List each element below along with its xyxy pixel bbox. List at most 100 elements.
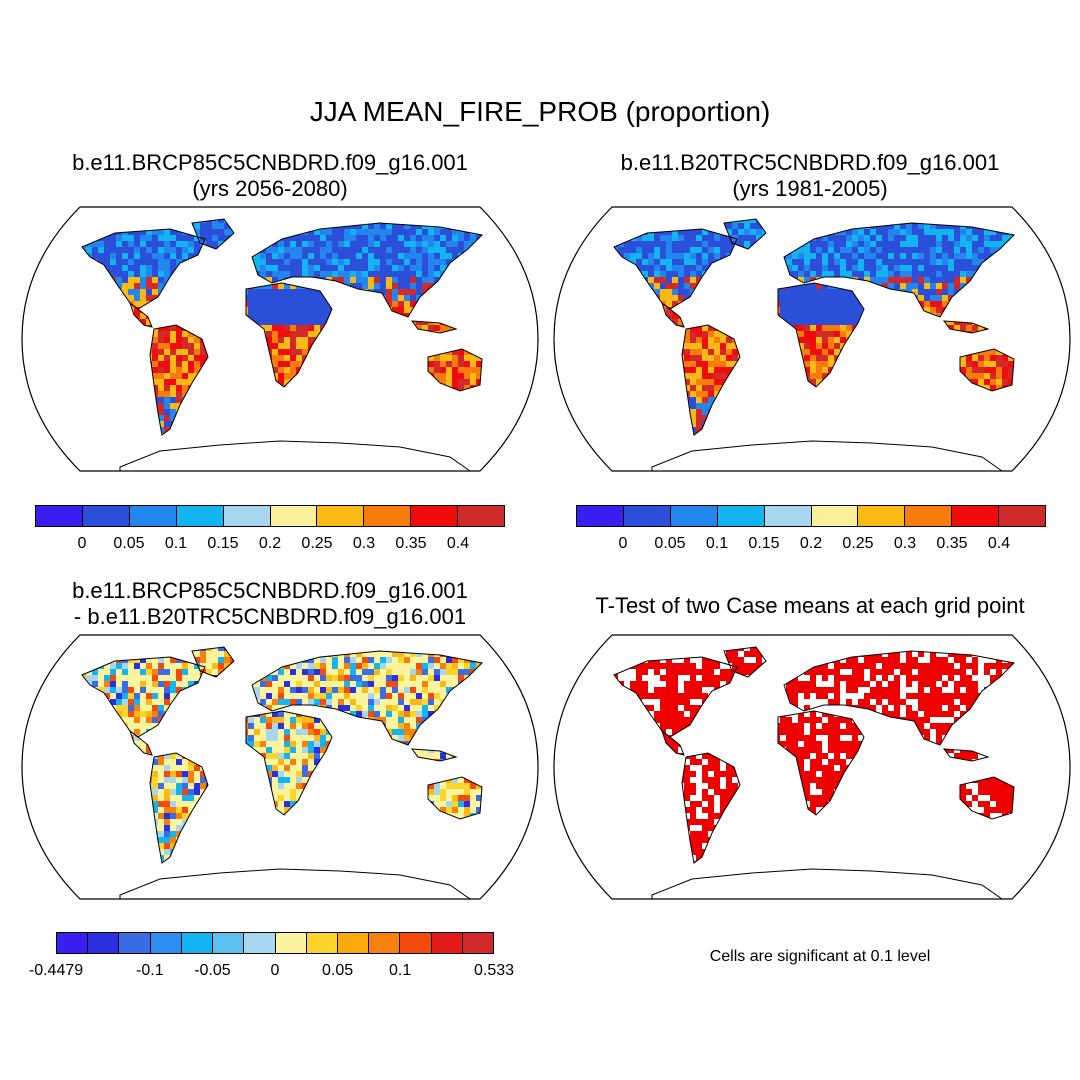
- colorbar-swatch: [213, 933, 245, 953]
- panel1-title: b.e11.BRCP85C5CNBDRD.f09_g16.001 (yrs 20…: [10, 150, 530, 202]
- coastline-eurasia: [251, 650, 484, 746]
- colorbar-tick-label: -0.4479: [28, 962, 84, 979]
- coastline-africa: [777, 282, 865, 388]
- colorbar-swatch: [275, 933, 307, 953]
- significance-note: Cells are significant at 0.1 level: [709, 948, 931, 965]
- figure-title: JJA MEAN_FIRE_PROB (proportion): [309, 96, 771, 127]
- colorbar-tick-label: 0.25: [842, 535, 874, 552]
- colorbar-swatch: [952, 506, 1000, 526]
- coastline-camerica: [129, 301, 153, 328]
- colorbar-swatch: [223, 506, 271, 526]
- colorbar-swatch: [129, 506, 177, 526]
- colorbar-tick-label: 0: [270, 962, 280, 979]
- panel2-title-line1: b.e11.B20TRC5CNBDRD.f09_g16.001: [620, 150, 1000, 175]
- coastline-camerica: [129, 729, 153, 756]
- colorbar-swatch: [431, 933, 463, 953]
- panel3-colorbar-labels: -0.4479 -0.1 -0.05 0 0.05 0.1 0.533: [29, 962, 514, 982]
- colorbar-tick-label: 0.15: [748, 535, 780, 552]
- coastline-camerica: [661, 729, 685, 756]
- colorbar-swatch: [244, 933, 276, 953]
- coastline-australia: [427, 348, 483, 392]
- colorbar-tick-label: 0.4: [446, 535, 470, 552]
- coastline-samerica: [681, 752, 741, 864]
- colorbar-tick-label: 0.2: [258, 535, 282, 552]
- panel2-map: [553, 206, 1071, 472]
- coastline-greenland: [723, 646, 767, 678]
- colorbar-tick-label: 0.15: [207, 535, 239, 552]
- colorbar-tick-label: 0.2: [799, 535, 823, 552]
- panel1-colorbar-labels: 0 0.05 0.1 0.15 0.2 0.25 0.3 0.35 0.4: [35, 535, 505, 555]
- colorbar-tick-label: 0.1: [389, 962, 412, 979]
- coastline-seasia: [942, 748, 990, 762]
- panel2-title: b.e11.B20TRC5CNBDRD.f09_g16.001 (yrs 198…: [550, 150, 1070, 202]
- panel2-colorbar-labels: 0 0.05 0.1 0.15 0.2 0.25 0.3 0.35 0.4: [576, 535, 1046, 555]
- colorbar-tick-label: 0.05: [113, 535, 145, 552]
- colorbar-swatch: [577, 506, 624, 526]
- coastline-australia: [427, 776, 483, 820]
- colorbar-swatch: [57, 933, 89, 953]
- coastline-eurasia: [783, 650, 1016, 746]
- colorbar-swatch: [181, 933, 214, 953]
- colorbar-swatch: [82, 506, 130, 526]
- panel4-title: T-Test of two Case means at each grid po…: [550, 593, 1070, 619]
- colorbar-swatch: [176, 506, 224, 526]
- panel3-title-line1: b.e11.BRCP85C5CNBDRD.f09_g16.001: [72, 578, 468, 603]
- panel3-title: b.e11.BRCP85C5CNBDRD.f09_g16.001 - b.e11…: [10, 578, 530, 630]
- colorbar-swatch: [670, 506, 718, 526]
- coastline-namerica: [613, 228, 738, 310]
- colorbar-swatch: [999, 506, 1046, 526]
- colorbar-swatch: [623, 506, 671, 526]
- colorbar-swatch: [364, 506, 412, 526]
- colorbar-swatch: [411, 506, 459, 526]
- coastline-antarctica: [651, 868, 1004, 900]
- colorbar-tick-label: 0.35: [936, 535, 968, 552]
- colorbar-swatch: [905, 506, 953, 526]
- colorbar-tick-label: 0.05: [321, 962, 354, 979]
- coastline-africa: [245, 710, 333, 816]
- coastline-samerica: [149, 752, 209, 864]
- coastline-australia: [959, 348, 1015, 392]
- colorbar-tick-label: 0.25: [301, 535, 333, 552]
- colorbar-swatch: [400, 933, 432, 953]
- panel1-title-line2: (yrs 2056-2080): [192, 176, 348, 201]
- colorbar-tick-label: 0: [77, 535, 87, 552]
- coastline-eurasia: [251, 222, 484, 318]
- panel2-title-line2: (yrs 1981-2005): [732, 176, 888, 201]
- coastline-africa: [245, 282, 333, 388]
- coastline-africa: [777, 710, 865, 816]
- colorbar-tick-label: 0.35: [395, 535, 427, 552]
- colorbar-tick-label: -0.1: [136, 962, 164, 979]
- colorbar-tick-label: 0.3: [352, 535, 376, 552]
- colorbar-swatch: [150, 933, 182, 953]
- colorbar-swatch: [270, 506, 318, 526]
- coastline-seasia: [410, 320, 458, 334]
- coastline-antarctica: [119, 440, 472, 472]
- coastline-australia: [959, 776, 1015, 820]
- colorbar-tick-label: 0.1: [164, 535, 188, 552]
- colorbar-swatch: [858, 506, 906, 526]
- colorbar-swatch: [369, 933, 401, 953]
- colorbar-swatch: [119, 933, 151, 953]
- coastline-samerica: [681, 324, 741, 436]
- colorbar-swatch: [764, 506, 812, 526]
- coastline-greenland: [723, 218, 767, 250]
- colorbar-swatch: [317, 506, 365, 526]
- coastline-antarctica: [651, 440, 1004, 472]
- coastline-namerica: [81, 228, 206, 310]
- colorbar-swatch: [717, 506, 765, 526]
- panel3-map: [21, 634, 539, 900]
- panel1-colorbar: [35, 505, 505, 527]
- coastline-samerica: [149, 324, 209, 436]
- colorbar-swatch: [306, 933, 338, 953]
- colorbar-swatch: [458, 506, 505, 526]
- colorbar-tick-label: 0.3: [893, 535, 917, 552]
- coastline-antarctica: [119, 868, 472, 900]
- colorbar-swatch: [88, 933, 120, 953]
- coastline-seasia: [942, 320, 990, 334]
- coastline-greenland: [191, 218, 235, 250]
- colorbar-swatch: [462, 933, 494, 953]
- colorbar-tick-label: -0.05: [194, 962, 231, 979]
- coastline-greenland: [191, 646, 235, 678]
- colorbar-tick-label: 0: [618, 535, 628, 552]
- panel1-title-line1: b.e11.BRCP85C5CNBDRD.f09_g16.001: [72, 150, 468, 175]
